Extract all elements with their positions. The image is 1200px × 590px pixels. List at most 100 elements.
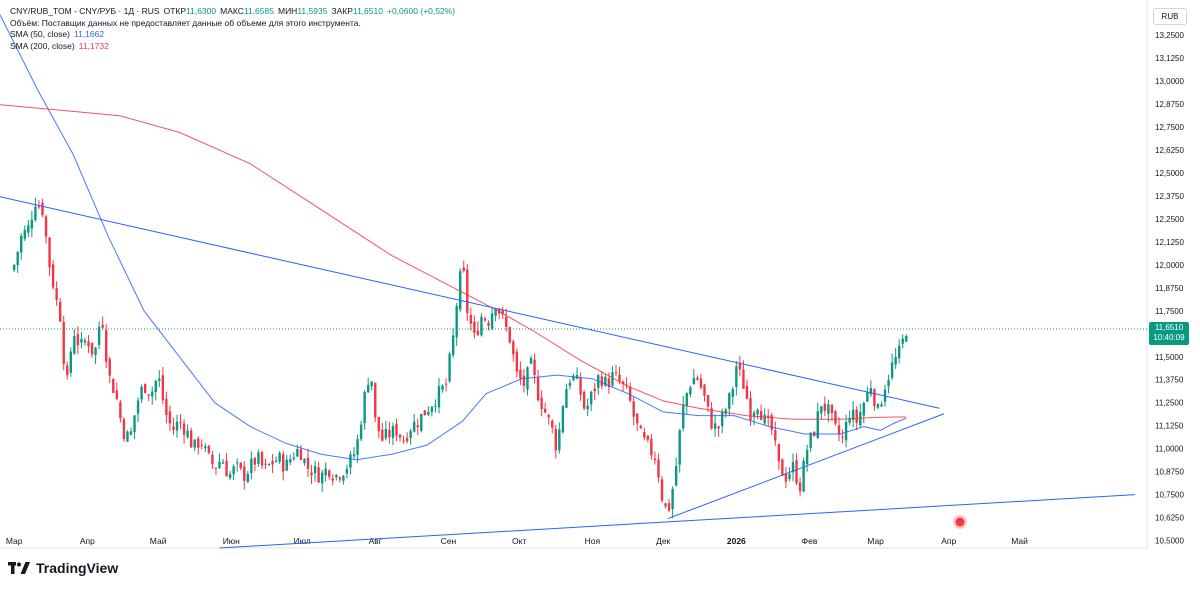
trendline-rising-support (667, 413, 945, 520)
candle-body (614, 372, 618, 374)
candle-body (211, 454, 214, 465)
time-tick-label: Июл (293, 536, 310, 546)
change-value: +0,0600 (+0,52%) (386, 6, 456, 16)
candle-body (76, 334, 80, 346)
price-tick-label: 12,8750 (1155, 100, 1184, 109)
candle-body (466, 269, 469, 314)
price-tick-label: 12,5000 (1155, 169, 1184, 178)
alert-marker[interactable] (953, 515, 967, 529)
candle-body (257, 452, 260, 464)
candle-body (795, 460, 798, 484)
currency-button[interactable]: RUB (1153, 8, 1187, 25)
sma200-label: SMA (200, close) (10, 40, 75, 51)
candle-body (306, 457, 310, 469)
candle-body (444, 383, 448, 385)
candle-body (296, 449, 299, 457)
candle-body (239, 462, 242, 469)
candle-body (604, 376, 607, 386)
high-value: 11,6585 (243, 6, 274, 16)
candle-body (58, 301, 62, 322)
candle-body (823, 403, 827, 412)
price-tick-label: 12,2500 (1155, 215, 1184, 224)
candle-body (455, 305, 458, 338)
price-tick-label: 10,6250 (1155, 514, 1184, 523)
time-tick-label: Апр (80, 536, 95, 546)
price-tick-label: 11,2500 (1155, 399, 1184, 408)
candle-body (133, 415, 136, 432)
candle-body (165, 398, 168, 416)
candle-body (490, 313, 494, 329)
candle-body (505, 316, 508, 327)
candle-body (409, 430, 412, 438)
candle-body (186, 430, 189, 438)
candle-body (30, 219, 34, 229)
candle-body (405, 437, 409, 442)
candle-body (837, 425, 841, 435)
candle-body (87, 341, 90, 347)
candle-body (34, 206, 37, 221)
candle-body (699, 378, 703, 388)
candle-body (728, 393, 731, 409)
candle-body (381, 429, 384, 441)
candle-body (487, 322, 490, 326)
trendlines[interactable] (0, 196, 1136, 549)
candle-body (434, 405, 437, 407)
candle-body (140, 386, 143, 400)
candle-body (674, 465, 678, 486)
candle-body (682, 404, 685, 429)
candle-body (696, 377, 699, 380)
candle-body (324, 468, 327, 476)
candle-body (582, 391, 586, 409)
candle-body (214, 467, 218, 469)
candle-body (285, 459, 288, 471)
candle-body (519, 369, 522, 379)
candle-body (225, 460, 228, 477)
open-label: ОТКР (163, 6, 187, 16)
candle-body (657, 459, 660, 478)
candle-body (586, 405, 589, 410)
candle-body (593, 388, 596, 392)
candle-body (901, 338, 904, 344)
price-tick-label: 12,3750 (1155, 192, 1184, 201)
price-tick-label: 10,7500 (1155, 491, 1184, 500)
candle-body (848, 417, 851, 423)
candle-body (430, 406, 434, 413)
price-axis[interactable]: 10,5000 10,6250 10,7500 10,8750 11,0000 11,12… (1155, 8, 1184, 546)
candle-body (767, 415, 770, 418)
tradingview-logo[interactable]: TradingView (8, 560, 118, 576)
candle-body (243, 466, 246, 481)
time-tick-label: Окт (512, 536, 526, 546)
trendline-long-support (219, 494, 1136, 549)
candle-body (469, 314, 473, 324)
candle-body (267, 464, 271, 466)
sma200-row[interactable]: SMA (200, close) 11,1732 (10, 41, 455, 53)
candle-body (101, 324, 104, 328)
candle-body (558, 429, 561, 451)
candle-body (855, 409, 858, 423)
candle-body (122, 419, 126, 440)
sma50-row[interactable]: SMA (50, close) 11,1662 (10, 29, 455, 41)
price-tick-label: 10,8750 (1155, 468, 1184, 477)
symbol-title[interactable]: CNY/RUB_TOM - CNY/РУБ · 1Д · RUS (10, 6, 160, 16)
candle-body (459, 271, 462, 310)
candle-body (112, 378, 115, 393)
candle-body (494, 308, 497, 316)
price-tick-label: 11,7500 (1155, 307, 1184, 316)
time-axis[interactable]: Мар Апр Май Июн Июл Авг Сен Окт Ноя Дек 2026 Фев Мар… (6, 536, 1028, 546)
candle-body (724, 409, 727, 414)
candle-body (628, 386, 632, 401)
candle-body (129, 431, 133, 435)
candle-body (770, 415, 773, 430)
candle-body (894, 357, 897, 365)
candle-body (317, 467, 320, 483)
candle-body (752, 412, 756, 417)
candle-body (483, 318, 487, 321)
candle-body (207, 445, 211, 453)
candle-body (897, 345, 901, 359)
time-tick-label: Май (150, 536, 167, 546)
candle-body (62, 322, 65, 365)
last-price-value: 11,6510 (1154, 323, 1184, 332)
candle-body (551, 420, 554, 428)
time-tick-label: Фев (802, 536, 818, 546)
